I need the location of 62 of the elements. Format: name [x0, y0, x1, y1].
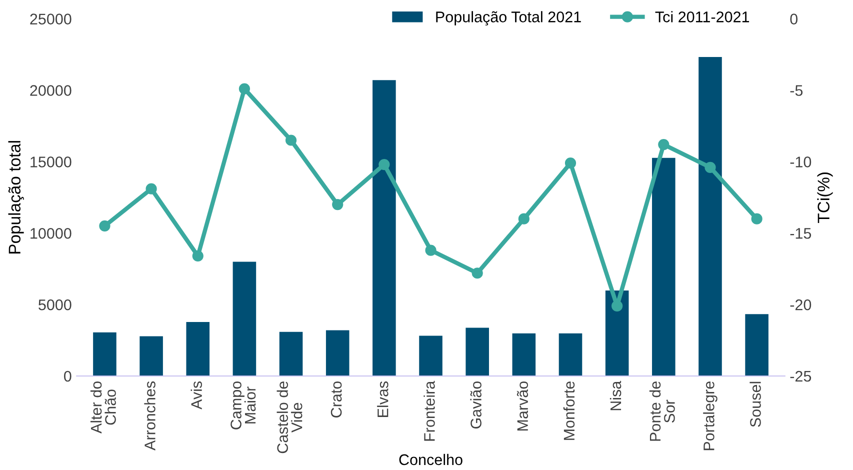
- legend-label: População Total 2021: [436, 11, 581, 26]
- point: [332, 198, 344, 210]
- point: [704, 162, 716, 173]
- point: [518, 213, 530, 224]
- point: [146, 183, 157, 194]
- y2-tick-label: -15: [790, 228, 812, 239]
- y-tick-label: 5000: [38, 299, 72, 310]
- x-tick-label: Sousel: [750, 382, 761, 427]
- bar: [745, 314, 768, 376]
- y2-tick-label: -10: [790, 156, 812, 168]
- legend-label: Tci 2011-2021: [655, 11, 750, 22]
- bar: [140, 336, 163, 376]
- y-axis-title: População total: [8, 141, 24, 254]
- y-tick-label: 25000: [30, 14, 72, 24]
- bar: [698, 56, 722, 376]
- point: [192, 250, 204, 262]
- x-tick-label: Crato: [330, 382, 342, 418]
- x-tick-label: Campo Maior: [230, 382, 256, 430]
- x-tick-label: Avis: [190, 381, 202, 410]
- y-tick-label: 10000: [30, 228, 72, 239]
- bar: [279, 332, 303, 376]
- x-tick-label: Fronteira: [424, 380, 435, 441]
- bar: [558, 333, 582, 376]
- point: [99, 220, 110, 232]
- point: [238, 83, 250, 94]
- x-tick-label: Elvas: [377, 381, 388, 417]
- y-tick-label: 20000: [30, 85, 72, 96]
- bar: [419, 336, 442, 376]
- point: [658, 138, 670, 150]
- bar: [466, 328, 489, 376]
- bar: [93, 332, 116, 376]
- point: [285, 134, 297, 146]
- bar: [605, 290, 629, 376]
- y2-axis-title: TCi(%): [817, 172, 833, 223]
- x-tick-label: Arronches: [144, 381, 156, 450]
- point: [425, 244, 436, 256]
- y-tick-label: 15000: [30, 156, 72, 168]
- x-tick-label: Castelo de Vide: [276, 382, 302, 454]
- point: [751, 213, 762, 224]
- bar: [372, 80, 396, 376]
- point: [472, 268, 483, 279]
- x-tick-label: Ponte de Sor: [649, 382, 675, 441]
- y2-tick-label: -20: [790, 299, 812, 310]
- y2-tick-label: -25: [790, 370, 812, 382]
- bar: [652, 158, 676, 376]
- x-tick-label: Alter do Chão: [90, 382, 116, 434]
- bar: [186, 322, 210, 376]
- y-tick-label: 0: [64, 370, 72, 382]
- bar: [326, 330, 350, 376]
- x-tick-label: Gavião: [470, 382, 482, 428]
- x-tick-label: Marvão: [516, 382, 528, 431]
- x-tick-label: Portalegre: [703, 382, 718, 450]
- point: [378, 158, 390, 170]
- point: [564, 158, 576, 169]
- point: [612, 300, 623, 312]
- x-tick-label: Monforte: [563, 382, 575, 440]
- bar: [232, 262, 256, 376]
- bar: [512, 333, 536, 376]
- y2-tick-label: -5: [790, 85, 803, 96]
- x-axis-title: Concelho: [399, 454, 462, 466]
- y2-tick-label: 0: [790, 14, 798, 24]
- x-tick-label: Nisa: [610, 380, 622, 410]
